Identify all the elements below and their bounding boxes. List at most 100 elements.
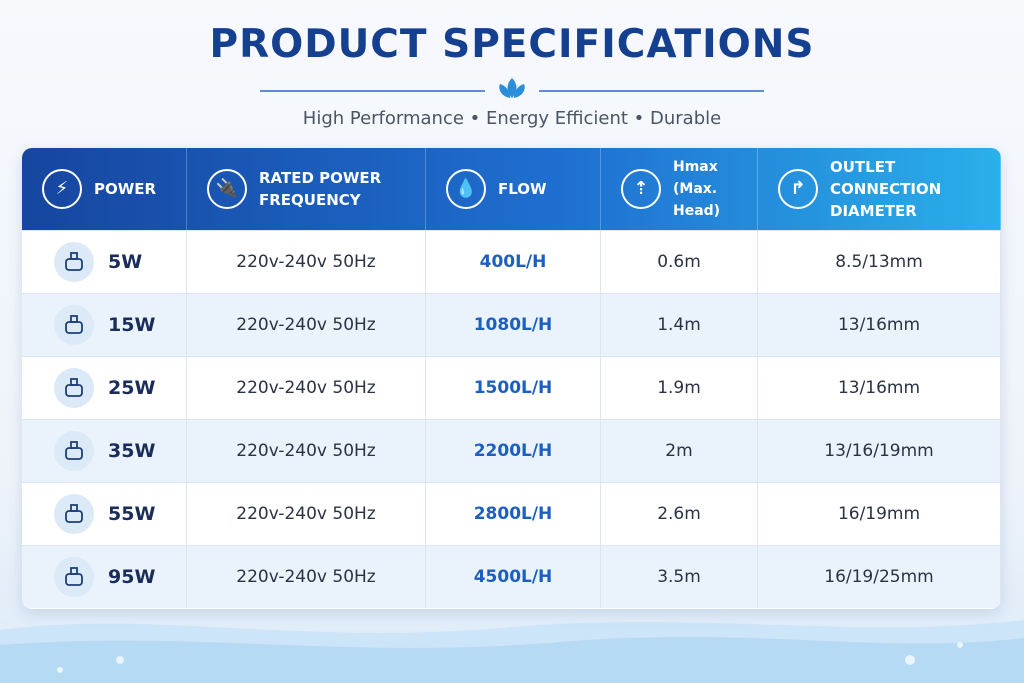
table-cell: 2800L/H <box>426 483 601 545</box>
cell-value: 2.6m <box>657 504 701 524</box>
table-cell: 400L/H <box>426 231 601 293</box>
table-cell: 16/19/25mm <box>758 546 1001 608</box>
table-cell: 2200L/H <box>426 420 601 482</box>
header-line: RATED POWER <box>259 169 382 187</box>
power-value: 95W <box>108 566 156 588</box>
pump-glyph <box>65 567 83 586</box>
header-line: Hmax <box>673 159 718 175</box>
pump-glyph <box>65 378 83 397</box>
header-label: RATED POWER FREQUENCY <box>259 167 381 211</box>
cell-value: 220v-240v 50Hz <box>236 567 376 587</box>
table-cell: 8.5/13mm <box>758 231 1001 293</box>
header-cell: ↱ OUTLET CONNECTION DIAMETER <box>758 148 1001 230</box>
table-cell: 1500L/H <box>426 357 601 419</box>
pump-glyph <box>65 441 83 460</box>
table-row: 5W 220v-240v 50Hz 400L/H 0.6m 8.5/13mm <box>22 230 1001 293</box>
cell-value: 1.9m <box>657 378 701 398</box>
cell-value: 220v-240v 50Hz <box>236 441 376 461</box>
pump-icon <box>54 557 94 597</box>
table-cell: 15W <box>22 294 187 356</box>
header-line: DIAMETER <box>830 202 917 220</box>
table-cell: 25W <box>22 357 187 419</box>
table-cell: 13/16mm <box>758 294 1001 356</box>
table-cell: 55W <box>22 483 187 545</box>
header-cell: ⇡ Hmax (Max. Head) <box>601 148 758 230</box>
title: PRODUCT SPECIFICATIONS <box>209 22 815 67</box>
cell-value: 220v-240v 50Hz <box>236 252 376 272</box>
header-label: Hmax (Max. Head) <box>673 156 757 222</box>
pump-icon <box>54 368 94 408</box>
header-cell: 💧 FLOW <box>426 148 601 230</box>
table-cell: 220v-240v 50Hz <box>187 357 426 419</box>
cell-value: 220v-240v 50Hz <box>236 315 376 335</box>
pump-glyph <box>65 252 83 271</box>
pump-icon <box>54 431 94 471</box>
power-value: 15W <box>108 314 156 336</box>
power-value: 55W <box>108 503 156 525</box>
header-cell: 🔌 RATED POWER FREQUENCY <box>187 148 426 230</box>
table-cell: 220v-240v 50Hz <box>187 420 426 482</box>
divider <box>260 78 764 98</box>
header-line: OUTLET CONNECTION <box>830 158 942 198</box>
header-label: OUTLET CONNECTION DIAMETER <box>830 156 1000 222</box>
cell-value: 220v-240v 50Hz <box>236 504 376 524</box>
table-cell: 13/16mm <box>758 357 1001 419</box>
cell-value: 220v-240v 50Hz <box>236 378 376 398</box>
table-cell: 35W <box>22 420 187 482</box>
table-row: 25W 220v-240v 50Hz 1500L/H 1.9m 13/16mm <box>22 356 1001 419</box>
table-cell: 3.5m <box>601 546 758 608</box>
table-cell: 220v-240v 50Hz <box>187 546 426 608</box>
header-line: FREQUENCY <box>259 191 361 209</box>
table-cell: 0.6m <box>601 231 758 293</box>
header-icon: ⇡ <box>621 169 661 209</box>
table-cell: 13/16/19mm <box>758 420 1001 482</box>
cell-value: 8.5/13mm <box>835 252 923 272</box>
cell-value: 16/19mm <box>837 504 921 524</box>
header-icon: 🔌 <box>207 169 247 209</box>
power-value: 25W <box>108 377 156 399</box>
cell-value: 13/16mm <box>837 315 921 335</box>
table-cell: 2m <box>601 420 758 482</box>
header-label: POWER <box>94 178 156 200</box>
cell-value: 13/16/19mm <box>824 441 934 461</box>
power-value: 5W <box>108 251 143 273</box>
cell-value: 400L/H <box>479 252 547 272</box>
pump-icon <box>54 305 94 345</box>
pump-icon <box>54 242 94 282</box>
table-cell: 1.4m <box>601 294 758 356</box>
cell-value: 0.6m <box>657 252 701 272</box>
table-cell: 16/19mm <box>758 483 1001 545</box>
table-cell: 220v-240v 50Hz <box>187 483 426 545</box>
cell-value: 2200L/H <box>473 441 553 461</box>
header-icon: ↱ <box>778 169 818 209</box>
table-header: ⚡ POWER 🔌 RATED POWER FREQUENCY 💧 FLOW ⇡ Hmax (Ma… <box>22 148 1001 230</box>
cell-value: 1500L/H <box>473 378 553 398</box>
header-cell: ⚡ POWER <box>22 148 187 230</box>
subtitle: High Performance • Energy Efficient • Du… <box>302 108 722 129</box>
table-cell: 4500L/H <box>426 546 601 608</box>
table-cell: 1.9m <box>601 357 758 419</box>
table-cell: 95W <box>22 546 187 608</box>
power-value: 35W <box>108 440 156 462</box>
table-row: 35W 220v-240v 50Hz 2200L/H 2m 13/16/19mm <box>22 419 1001 482</box>
header-line: POWER <box>94 180 157 198</box>
table-cell: 5W <box>22 231 187 293</box>
pump-glyph <box>65 315 83 334</box>
water-waves <box>0 620 1024 683</box>
cell-value: 13/16mm <box>837 378 921 398</box>
cell-value: 1080L/H <box>473 315 553 335</box>
pump-icon <box>54 494 94 534</box>
cell-value: 2800L/H <box>473 504 553 524</box>
table-cell: 220v-240v 50Hz <box>187 294 426 356</box>
table-cell: 2.6m <box>601 483 758 545</box>
pump-glyph <box>65 504 83 523</box>
cell-value: 4500L/H <box>473 567 553 587</box>
header-line: (Max. Head) <box>673 181 721 219</box>
table-cell: 1080L/H <box>426 294 601 356</box>
cell-value: 2m <box>665 441 693 461</box>
spec-table: ⚡ POWER 🔌 RATED POWER FREQUENCY 💧 FLOW ⇡ Hmax (Ma… <box>22 148 1001 609</box>
header-icon: ⚡ <box>42 169 82 209</box>
cell-value: 16/19/25mm <box>824 567 934 587</box>
table-row: 15W 220v-240v 50Hz 1080L/H 1.4m 13/16mm <box>22 293 1001 356</box>
